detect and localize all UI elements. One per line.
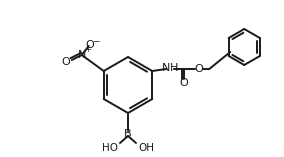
Text: O: O: [85, 40, 94, 50]
Text: N: N: [162, 63, 170, 73]
Text: −: −: [92, 36, 99, 46]
Text: H: H: [170, 63, 179, 73]
Text: O: O: [180, 78, 189, 88]
Text: O: O: [195, 64, 204, 74]
Text: B: B: [124, 129, 132, 139]
Text: O: O: [61, 57, 70, 67]
Text: +: +: [84, 46, 91, 54]
Text: N: N: [78, 50, 86, 60]
Text: HO: HO: [102, 143, 118, 153]
Text: OH: OH: [138, 143, 154, 153]
